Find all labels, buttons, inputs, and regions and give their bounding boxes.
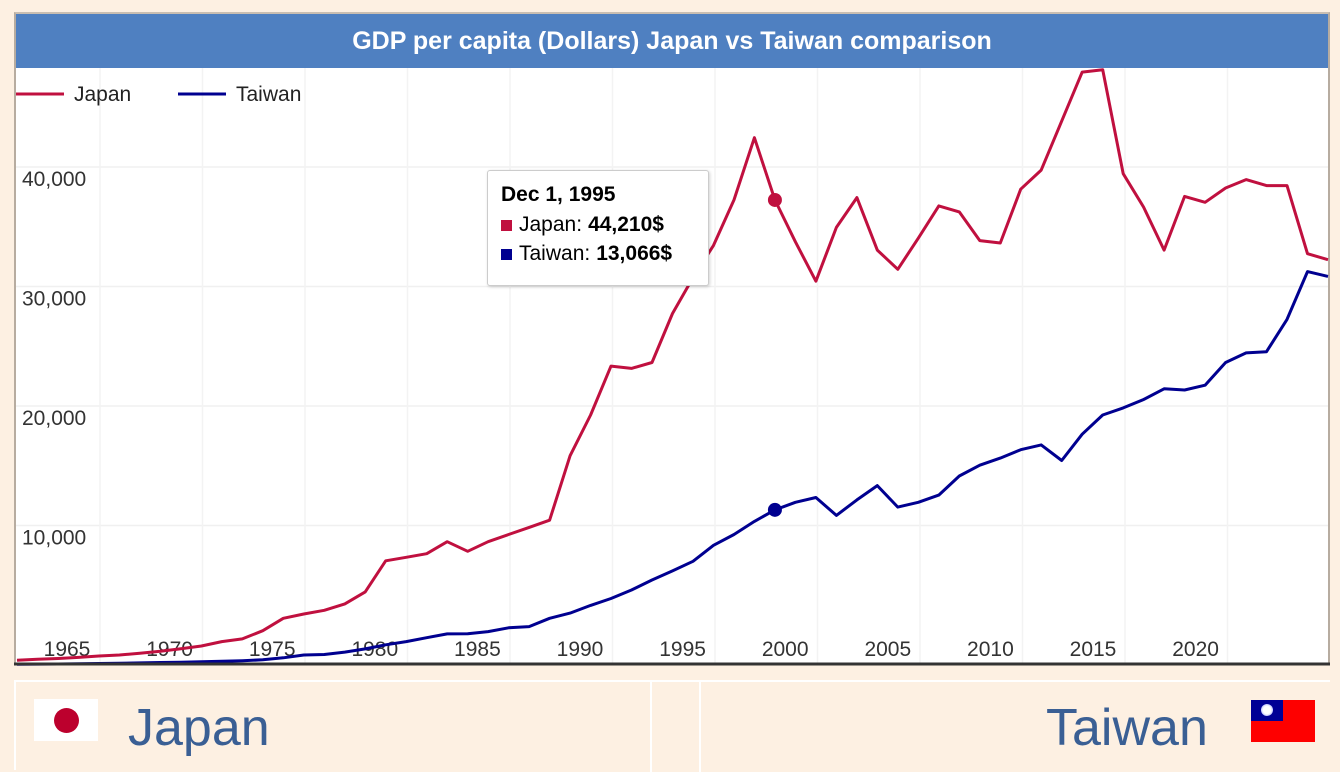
x-tick-label: 1995 xyxy=(659,638,706,661)
country-japan-link[interactable]: Japan xyxy=(128,699,270,757)
y-tick-label: 40,000 xyxy=(22,168,86,191)
tooltip-label: Japan: xyxy=(519,213,583,236)
japan-swatch-icon xyxy=(501,219,512,231)
tooltip-row-taiwan: Taiwan: 13,066$ xyxy=(501,242,708,266)
y-tick-label: 30,000 xyxy=(22,288,86,311)
highlight-point-japan xyxy=(767,192,782,207)
tooltip-value: 44,210$ xyxy=(588,213,664,236)
tooltip-label: Taiwan: xyxy=(519,242,591,265)
tooltip-row-japan: Japan: 44,210$ xyxy=(501,213,708,237)
tooltip-date: Dec 1, 1995 xyxy=(501,183,616,206)
japan-flag-icon xyxy=(34,699,98,741)
x-tick-label: 2020 xyxy=(1172,638,1219,661)
legend-label: Taiwan xyxy=(236,83,301,106)
x-tick-label: 1990 xyxy=(557,638,604,661)
y-tick-label: 10,000 xyxy=(22,527,86,550)
series-line-taiwan xyxy=(16,270,1329,666)
highlight-markers xyxy=(767,192,782,517)
tooltip-value: 13,066$ xyxy=(596,242,673,265)
country-footer: Japan Taiwan xyxy=(14,680,1330,772)
x-tick-label: 2015 xyxy=(1070,638,1117,661)
y-tick-label: 20,000 xyxy=(22,407,86,430)
divider xyxy=(699,682,701,772)
legend: Japan Taiwan xyxy=(16,83,301,106)
highlight-point-taiwan xyxy=(767,502,782,517)
x-tick-label: 1985 xyxy=(454,638,501,661)
series-lines xyxy=(16,68,1329,666)
chart-tooltip: Dec 1, 1995 Japan: 44,210$ Taiwan: 13,06… xyxy=(487,170,709,286)
x-tick-label: 2010 xyxy=(967,638,1014,661)
series-line-japan xyxy=(16,68,1329,662)
country-taiwan-link[interactable]: Taiwan xyxy=(1046,699,1208,757)
legend-label: Japan xyxy=(74,83,131,106)
x-tick-label: 2005 xyxy=(864,638,911,661)
legend-item-japan[interactable]: Japan xyxy=(16,83,131,106)
x-tick-label: 2000 xyxy=(762,638,809,661)
taiwan-flag-icon xyxy=(1251,700,1315,742)
y-axis-ticks: 10,000 20,000 30,000 40,000 xyxy=(22,168,86,550)
taiwan-swatch-icon xyxy=(501,248,512,260)
divider xyxy=(650,682,652,772)
chart-title: GDP per capita (Dollars) Japan vs Taiwan… xyxy=(16,14,1328,68)
x-axis-ticks: 1965 1970 1975 1980 1985 1990 1995 2000 2005 2010… xyxy=(44,638,1219,661)
x-tick-label: 1975 xyxy=(249,638,296,661)
grid xyxy=(16,68,1328,664)
x-tick-label: 1965 xyxy=(44,638,91,661)
legend-item-taiwan[interactable]: Taiwan xyxy=(178,83,301,106)
chart-frame: GDP per capita (Dollars) Japan vs Taiwan… xyxy=(14,12,1330,664)
